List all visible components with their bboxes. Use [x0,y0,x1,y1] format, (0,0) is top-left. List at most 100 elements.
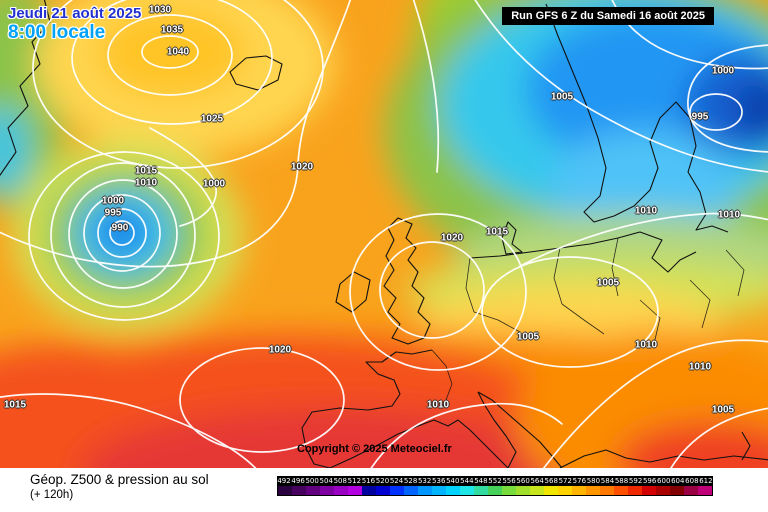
legend-value: 608 [685,477,699,485]
legend-color-cell [362,486,376,495]
legend-value: 564 [530,477,544,485]
coast-iceland [229,55,283,91]
legend-value: 572 [558,477,572,485]
coast-denmark [501,221,523,255]
color-scale-legend: 492 496 500 504 508 512 516 520 524 528 532 536 540 5… [277,476,713,496]
legend-color-cell [586,486,600,495]
legend-value: 576 [572,477,587,485]
pressure-label: 1020 [440,232,464,244]
legend-color-cell [502,486,516,495]
legend-value: 604 [671,477,685,485]
legend-color-cell [516,486,530,495]
legend-color-cell [404,486,418,495]
legend-color-cell [418,486,432,495]
coastlines [0,0,768,468]
legend-color-cell [292,486,306,495]
legend-color-cell [628,486,642,495]
pressure-label: 1035 [160,24,184,36]
forecast-datetime: Jeudi 21 août 2025 8:00 locale [8,5,141,44]
legend-value: 528 [403,477,418,485]
legend-color-cell [656,486,670,495]
legend-value: 500 [305,477,319,485]
legend-value: 568 [544,477,558,485]
legend-value: 584 [600,477,615,485]
pressure-label: 995 [691,111,709,123]
pressure-label: 1015 [485,226,509,238]
map-lead-time: (+ 120h) [30,489,74,501]
forecast-time: 8:00 locale [8,22,106,44]
coast-black-sea [741,431,751,461]
pressure-label: 1005 [516,331,540,343]
legend-colorbar [277,486,713,496]
country-borders [431,237,745,401]
footer-bar: Géop. Z500 & pression au sol (+ 120h) 49… [0,468,768,512]
legend-color-cell [558,486,572,495]
legend-color-cell [306,486,320,495]
legend-value: 536 [432,477,446,485]
legend-value: 512 [347,477,362,485]
coast-adriatic [477,391,563,468]
legend-value: 552 [488,477,502,485]
legend-color-cell [544,486,558,495]
legend-value: 548 [474,477,488,485]
legend-value: 556 [502,477,516,485]
map-graphic [0,0,768,468]
coast-scandinavia [545,3,729,233]
map-title: Géop. Z500 & pression au sol [30,472,209,487]
legend-value: 600 [657,477,671,485]
map-area: 1030 1035 1040 1025 1020 1000 1015 1010 1000 995 9… [0,0,768,468]
legend-value: 504 [319,477,333,485]
legend-color-cell [698,486,712,495]
pressure-label: 1005 [550,91,574,103]
pressure-label: 1010 [717,209,741,221]
legend-value: 592 [628,477,643,485]
legend-color-cell [446,486,460,495]
pressure-label: 1005 [596,277,620,289]
legend-color-cell [572,486,586,495]
legend-color-cell [600,486,614,495]
forecast-date: Jeudi 21 août 2025 [8,5,142,22]
legend-value: 588 [614,477,629,485]
legend-value: 596 [642,477,657,485]
pressure-label: 995 [104,207,122,219]
legend-color-cell [670,486,684,495]
pressure-label: 1005 [711,404,735,416]
coast-north-africa [559,449,768,468]
legend-value: 580 [586,477,601,485]
legend-color-cell [278,486,292,495]
legend-color-cell [320,486,334,495]
legend-color-cell [348,486,362,495]
coast-ireland [335,271,371,313]
legend-value: 492 [277,477,291,485]
legend-color-cell [684,486,698,495]
legend-color-cell [614,486,628,495]
pressure-label: 1040 [166,46,190,58]
legend-color-cell [432,486,446,495]
pressure-label: 1015 [134,165,158,177]
copyright-text: Copyright © 2025 Meteociel.fr [297,443,452,455]
pressure-label: 1010 [634,205,658,217]
legend-value: 516 [361,477,376,485]
pressure-label: 1010 [634,339,658,351]
legend-value: 544 [460,477,474,485]
legend-value: 560 [516,477,530,485]
legend-color-cell [474,486,488,495]
legend-value: 612 [699,477,713,485]
pressure-label: 990 [111,222,129,234]
legend-color-cell [488,486,502,495]
pressure-label: 1010 [426,399,450,411]
legend-value: 496 [291,477,305,485]
pressure-label: 1010 [688,361,712,373]
pressure-label: 1010 [134,177,158,189]
coast-britain [383,217,431,345]
run-info-box: Run GFS 6 Z du Samedi 16 août 2025 [502,7,714,25]
pressure-label: 1030 [148,4,172,16]
legend-color-cell [390,486,404,495]
legend-color-cell [334,486,348,495]
pressure-label: 1000 [711,65,735,77]
pressure-label: 1025 [200,113,224,125]
isobars [0,0,768,468]
pressure-label: 1020 [290,161,314,173]
legend-color-cell [530,486,544,495]
